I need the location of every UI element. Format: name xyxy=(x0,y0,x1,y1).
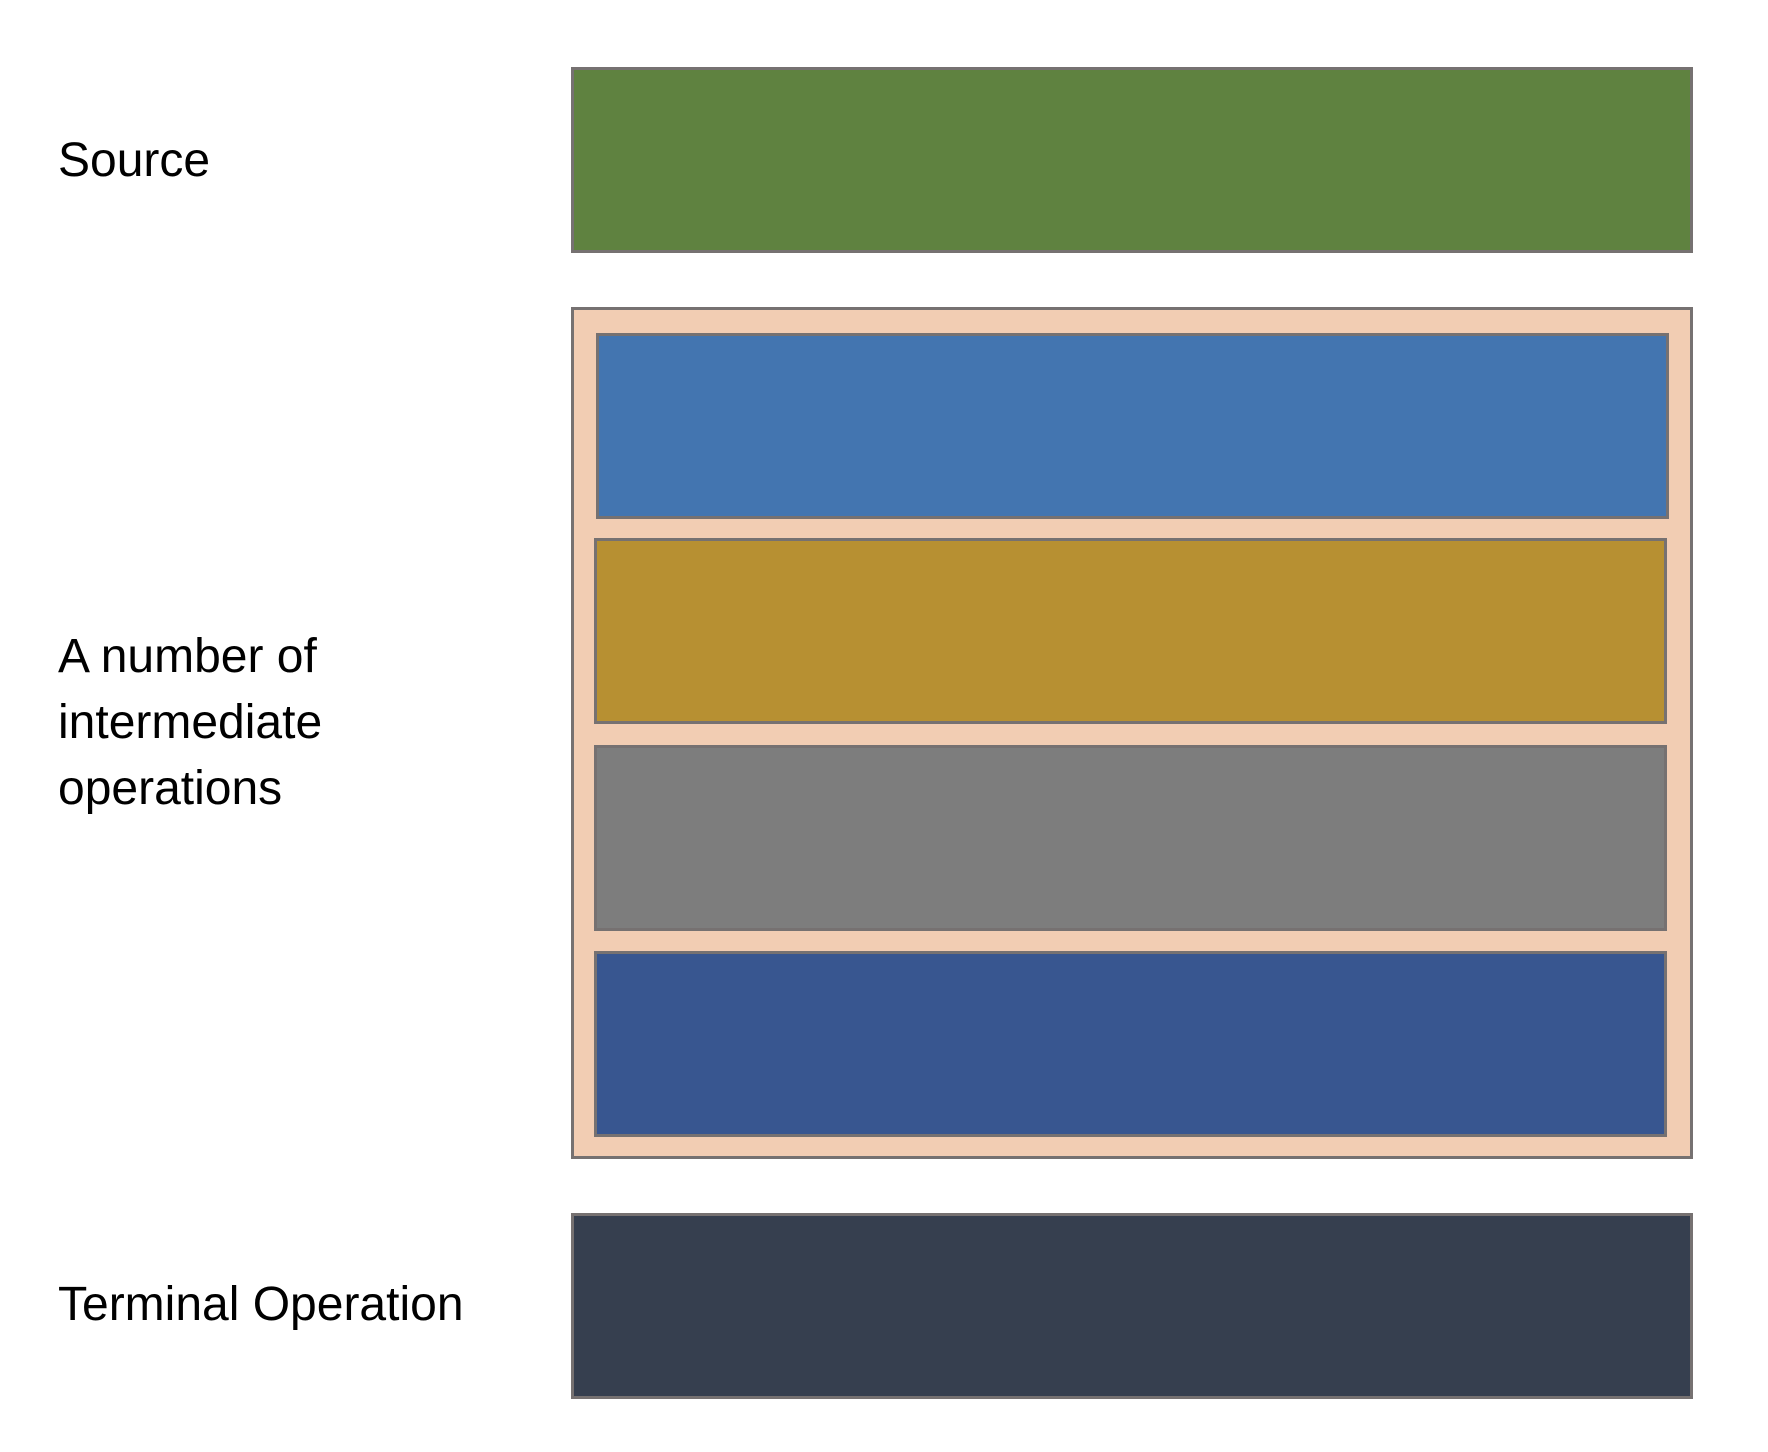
source-label: Source xyxy=(58,134,211,187)
terminal-operation-label: Terminal Operation xyxy=(58,1278,464,1331)
intermediate-operations-label: A number of intermediate operations xyxy=(58,630,323,815)
intermediate-operation-block-1 xyxy=(596,333,1669,519)
intermediate-operation-block-3 xyxy=(594,745,1667,931)
terminal-operation-block xyxy=(571,1213,1693,1399)
source-block xyxy=(571,67,1693,253)
intermediate-operation-block-2 xyxy=(594,538,1667,724)
intermediate-operation-block-4 xyxy=(594,951,1667,1137)
